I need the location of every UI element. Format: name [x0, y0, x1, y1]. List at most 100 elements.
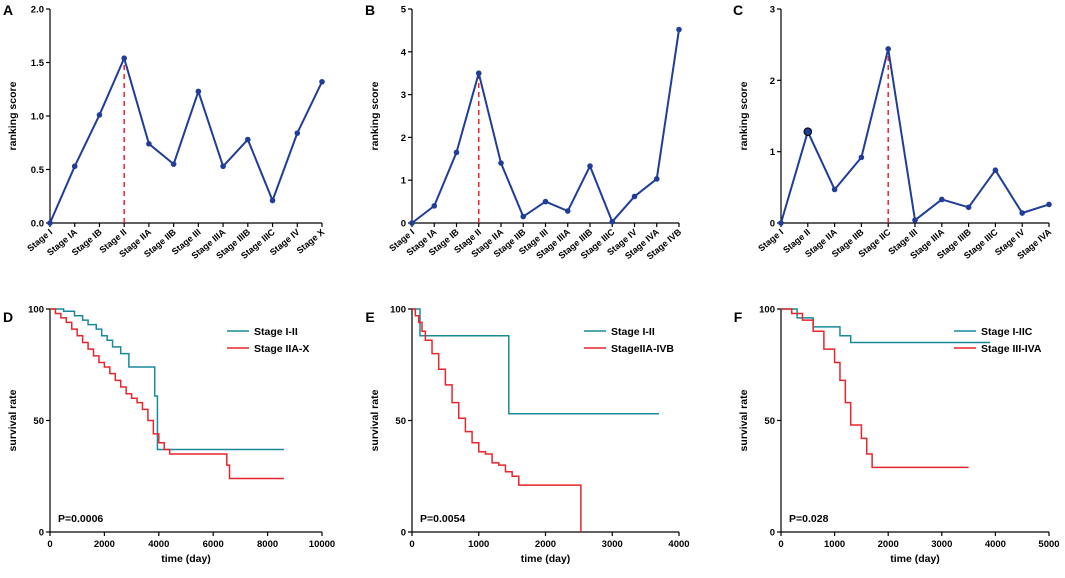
data-point	[778, 220, 784, 226]
legend-label: StageIIA-IVB	[611, 343, 674, 355]
data-point	[831, 186, 838, 193]
legend-label: Stage I-II	[611, 326, 655, 338]
panel-f: F 0 50 100 survival rate 0 1000 2000 3000 4000 500…	[734, 305, 1060, 566]
survival-curve-late-stage	[50, 308, 284, 480]
data-point	[564, 208, 571, 214]
y-tick-label: 0	[39, 528, 44, 539]
data-point	[520, 213, 527, 220]
x-tick-label: 4000	[985, 539, 1006, 550]
y-tick-label: 100	[390, 305, 406, 316]
survival-curve-late-stage	[781, 308, 969, 469]
x-tick-label: 10000	[309, 539, 335, 550]
x-tick-label: 0	[778, 539, 783, 550]
data-point	[803, 127, 813, 136]
legend-label: Stage III-IVA	[981, 343, 1042, 355]
x-tick-label: 2000	[94, 539, 115, 550]
data-point	[676, 26, 682, 33]
y-tick-label: 1.0	[31, 112, 44, 123]
y-tick-label: 0.5	[31, 165, 45, 176]
x-category-label: Stage X	[295, 227, 327, 256]
y-tick-label: 100	[28, 305, 44, 316]
y-tick-label: 0	[770, 219, 775, 230]
data-point	[587, 163, 593, 169]
x-axis-title: time (day)	[521, 553, 571, 565]
data-point	[195, 88, 202, 95]
data-point	[71, 163, 78, 170]
data-point	[653, 176, 660, 182]
data-point	[1019, 210, 1025, 216]
ranking-score-line	[780, 47, 1050, 224]
y-tick-label: 2	[401, 133, 406, 144]
data-point	[939, 196, 945, 203]
y-tick-label: 50	[764, 416, 775, 427]
data-point	[220, 163, 226, 170]
y-tick-label: 0.0	[31, 219, 44, 230]
data-point	[885, 46, 891, 52]
x-tick-label: 3000	[931, 539, 952, 550]
x-tick-label: 0	[409, 539, 414, 550]
y-tick-label: 0	[401, 528, 406, 539]
survival-curve-late-stage	[412, 308, 582, 532]
y-tick-label: 50	[395, 416, 406, 427]
x-tick-label: 5000	[1038, 539, 1059, 550]
y-tick-label: 50	[33, 416, 44, 427]
data-point	[475, 70, 482, 76]
data-point	[146, 141, 152, 147]
p-value-label: P=0.0054	[420, 513, 465, 525]
y-tick-label: 3	[770, 5, 775, 16]
data-point	[170, 161, 177, 167]
y-tick-label: 0	[770, 528, 775, 539]
y-tick-label: 2	[770, 76, 775, 87]
y-tick-label: 0	[401, 219, 406, 230]
p-value-label: P=0.028	[789, 513, 829, 525]
y-axis-title: survival rate	[7, 389, 19, 451]
x-tick-label: 4000	[148, 539, 169, 550]
x-tick-label: 2000	[535, 539, 556, 550]
data-point	[609, 218, 616, 225]
y-axis-title: ranking score	[7, 81, 19, 150]
y-tick-label: 1	[770, 147, 776, 158]
x-tick-label: 3000	[602, 539, 623, 550]
survival-curve-early-stage	[50, 308, 284, 451]
x-tick-label: 0	[47, 539, 52, 550]
x-tick-label: 4000	[668, 539, 689, 550]
data-point	[431, 203, 438, 209]
y-tick-label: 1	[401, 176, 407, 187]
y-tick-label: 100	[759, 305, 775, 316]
data-point	[453, 149, 460, 156]
data-point	[409, 220, 415, 226]
survival-curve-early-stage	[781, 308, 991, 344]
survival-curve-early-stage	[412, 308, 659, 415]
data-point	[245, 136, 251, 143]
panel-letter: A	[3, 2, 13, 18]
data-point	[121, 55, 127, 62]
y-tick-label: 4	[401, 47, 407, 58]
data-point	[992, 167, 999, 174]
data-point	[47, 220, 53, 226]
y-axis-title: survival rate	[369, 389, 381, 451]
data-point	[294, 130, 301, 136]
legend-label: Stage IIA-X	[254, 343, 309, 355]
ranking-score-line	[49, 57, 323, 224]
data-point	[96, 112, 103, 118]
panel-letter: D	[3, 309, 13, 325]
data-point	[542, 198, 549, 205]
panel-letter: C	[733, 2, 743, 18]
panel-letter: B	[365, 2, 375, 18]
legend-label: Stage I-II	[254, 326, 298, 338]
y-axis-title: survival rate	[738, 389, 750, 451]
y-tick-label: 5	[401, 5, 407, 16]
panel-letter: F	[734, 309, 743, 325]
x-tick-label: 2000	[878, 539, 899, 550]
data-point	[319, 78, 325, 85]
p-value-label: P=0.0006	[58, 513, 103, 525]
panel-e: E 0 50 100 survival rate 0 1000 2000 3000 4000 tim…	[365, 305, 689, 566]
data-point	[269, 197, 276, 204]
x-axis-title: time (day)	[890, 553, 940, 565]
y-tick-label: 1.5	[31, 58, 45, 69]
x-tick-label: 6000	[203, 539, 224, 550]
